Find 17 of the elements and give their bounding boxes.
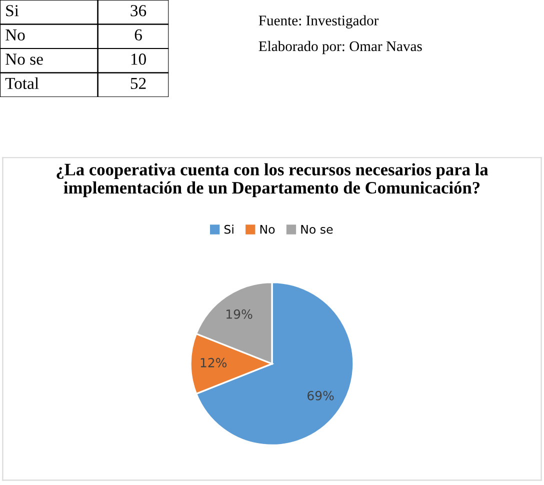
data-label: 12% [200, 358, 227, 368]
category-label: Total [5, 77, 39, 90]
data-label: 69% [308, 390, 334, 400]
category-label: No se [6, 54, 43, 65]
chart-title: ¿La cooperativa cuenta con los recursos necesarios para la implementación de un Departamento de Comunicación? [56, 163, 488, 198]
text: Elaborado por: Omar Navas [258, 40, 422, 54]
category-label: Si [6, 5, 19, 16]
data-label: 19% [226, 309, 252, 319]
source-note: Fuente: Investigador [258, 15, 379, 28]
data-label: 52 [130, 78, 146, 90]
legend-label: Si [224, 224, 234, 234]
legend-label: No [260, 225, 275, 234]
legend-label: No se [301, 225, 333, 234]
data-label: 36 [130, 5, 146, 16]
data-label: 6 [134, 29, 142, 41]
data-label: 10 [131, 54, 146, 65]
category-label: No [6, 29, 25, 41]
